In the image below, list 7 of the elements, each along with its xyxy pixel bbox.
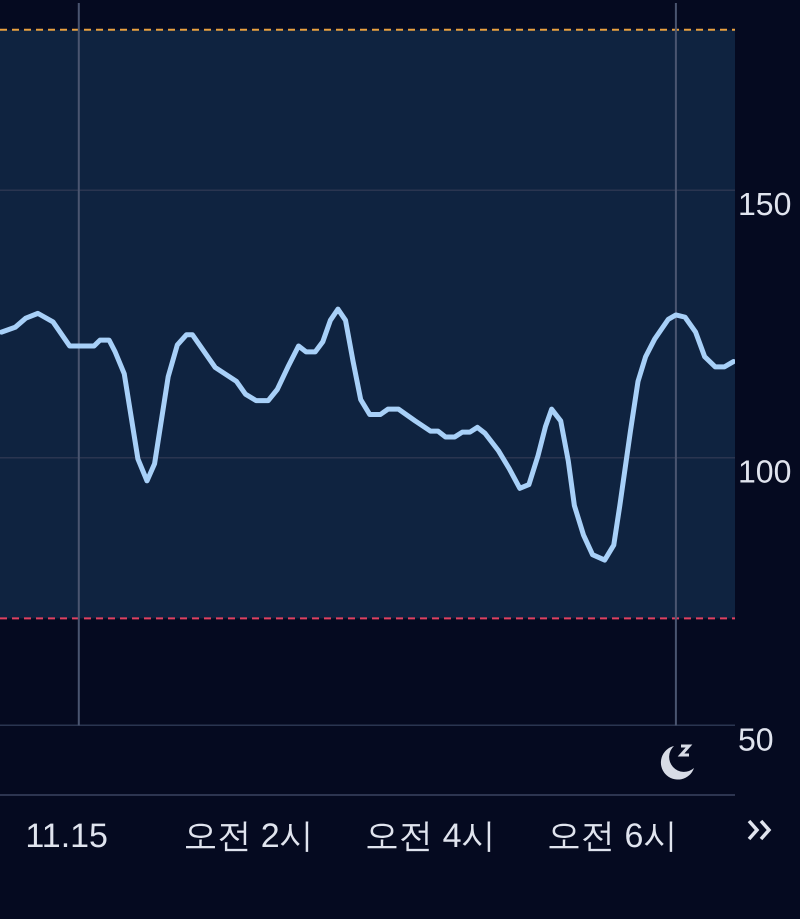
x-tick-label: 11.15 bbox=[25, 816, 108, 855]
y-tick-label: 50 bbox=[738, 721, 774, 758]
x-tick-label: 오전 6시 bbox=[547, 816, 678, 855]
x-tick-label: 오전 2시 bbox=[183, 816, 314, 855]
y-tick-label: 150 bbox=[738, 186, 792, 222]
y-tick-label: 100 bbox=[738, 454, 792, 490]
x-tick-label: 오전 4시 bbox=[365, 816, 496, 855]
